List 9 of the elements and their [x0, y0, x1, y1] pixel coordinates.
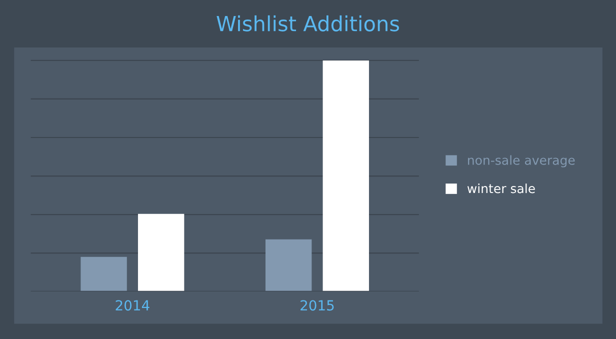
legend-label: non-sale average	[468, 155, 575, 168]
chart-title: Wishlist Additions	[216, 15, 400, 32]
x-tick-label: 2015	[300, 300, 334, 311]
bar	[265, 239, 312, 292]
bar	[322, 60, 369, 292]
bar	[80, 256, 127, 292]
bar	[138, 214, 184, 292]
x-tick-label: 2014	[116, 300, 150, 311]
legend-label: winter sale	[467, 184, 535, 194]
